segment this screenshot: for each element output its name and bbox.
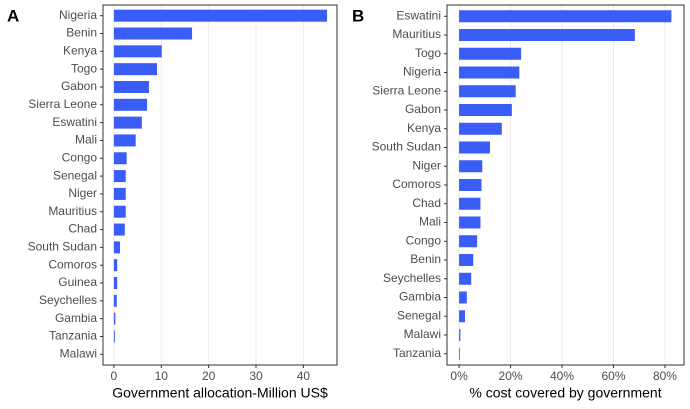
y-tick-label: Nigeria bbox=[59, 8, 97, 22]
bar bbox=[113, 80, 149, 93]
bar bbox=[459, 85, 516, 98]
bar bbox=[113, 187, 126, 200]
bar bbox=[459, 254, 474, 266]
bar bbox=[113, 152, 127, 165]
y-tick-label: Togo bbox=[415, 46, 441, 60]
y-tick-label: Kenya bbox=[407, 121, 441, 135]
bar bbox=[459, 310, 466, 323]
y-tick-label: Sierra Leone bbox=[372, 83, 441, 97]
y-tick-label: Congo bbox=[406, 233, 442, 247]
bar bbox=[113, 205, 126, 218]
bar bbox=[113, 259, 118, 272]
y-tick-label: Eswatini bbox=[52, 115, 97, 129]
bar bbox=[459, 66, 520, 79]
bar bbox=[113, 312, 116, 325]
bar bbox=[113, 63, 157, 76]
y-tick-label: Senegal bbox=[397, 308, 441, 322]
panel-border bbox=[446, 4, 685, 366]
panel-label: A bbox=[7, 6, 19, 25]
x-tick-label: 30 bbox=[249, 369, 263, 383]
x-tick-label: 20% bbox=[499, 369, 523, 383]
y-tick-label: Malawi bbox=[404, 327, 441, 341]
bar bbox=[459, 10, 672, 23]
bar bbox=[459, 104, 512, 116]
x-tick-label: 60% bbox=[601, 369, 625, 383]
y-tick-label: Togo bbox=[71, 61, 97, 75]
bar bbox=[113, 241, 121, 254]
y-tick-label: Sierra Leone bbox=[28, 97, 97, 111]
x-axis-title: % cost covered by government bbox=[469, 385, 661, 401]
bar bbox=[459, 329, 461, 341]
y-tick-label: Mauritius bbox=[48, 204, 97, 218]
bar bbox=[113, 277, 118, 290]
y-tick-label: Mali bbox=[75, 133, 97, 147]
bar bbox=[459, 141, 490, 154]
bar bbox=[113, 9, 328, 22]
x-tick-label: 0% bbox=[450, 369, 468, 383]
y-tick-label: Eswatini bbox=[396, 8, 441, 22]
bar bbox=[113, 134, 136, 147]
y-tick-label: Niger bbox=[68, 186, 97, 200]
y-tick-label: Gambia bbox=[399, 290, 441, 304]
bar bbox=[113, 27, 193, 40]
y-tick-label: Seychelles bbox=[383, 271, 441, 285]
x-tick-label: 40% bbox=[550, 369, 574, 383]
bar bbox=[113, 116, 142, 129]
bar bbox=[459, 160, 483, 173]
y-tick-label: Chad bbox=[412, 196, 441, 210]
x-tick-label: 40 bbox=[297, 369, 311, 383]
bar bbox=[459, 179, 482, 191]
bar bbox=[459, 272, 472, 285]
y-tick-label: Gabon bbox=[61, 79, 97, 93]
y-tick-label: Malawi bbox=[60, 346, 97, 360]
bar bbox=[113, 45, 162, 58]
y-tick-label: Comoros bbox=[392, 177, 441, 191]
y-tick-label: Congo bbox=[62, 150, 98, 164]
bar bbox=[459, 47, 522, 60]
y-tick-label: Benin bbox=[66, 26, 97, 40]
panel-border bbox=[102, 4, 338, 366]
y-tick-label: Gabon bbox=[405, 102, 441, 116]
y-tick-label: Mali bbox=[419, 215, 441, 229]
y-tick-label: Kenya bbox=[63, 44, 97, 58]
panel-label: B bbox=[352, 6, 364, 25]
bar bbox=[459, 122, 502, 135]
bar bbox=[113, 330, 115, 343]
y-tick-label: Senegal bbox=[53, 168, 97, 182]
bar bbox=[459, 29, 635, 41]
y-tick-label: Tanzania bbox=[49, 329, 97, 343]
bar bbox=[459, 235, 478, 248]
y-tick-label: Chad bbox=[68, 222, 97, 236]
y-tick-label: South Sudan bbox=[28, 240, 97, 254]
bar bbox=[113, 294, 117, 307]
y-tick-label: Benin bbox=[410, 252, 441, 266]
y-tick-label: Guinea bbox=[58, 275, 97, 289]
bar bbox=[113, 98, 148, 111]
y-tick-label: Tanzania bbox=[393, 346, 441, 360]
bar bbox=[459, 347, 460, 360]
x-tick-label: 80% bbox=[653, 369, 677, 383]
bar bbox=[113, 170, 126, 183]
bar bbox=[459, 291, 467, 304]
bar bbox=[113, 223, 125, 236]
y-tick-label: Niger bbox=[412, 158, 441, 172]
y-tick-label: Seychelles bbox=[39, 293, 97, 307]
x-tick-label: 0 bbox=[111, 369, 118, 383]
x-axis-title: Government allocation-Million US$ bbox=[112, 385, 328, 401]
x-tick-label: 10 bbox=[155, 369, 169, 383]
y-tick-label: South Sudan bbox=[372, 140, 441, 154]
bar bbox=[459, 197, 481, 210]
y-tick-label: Comoros bbox=[48, 257, 97, 271]
y-tick-label: Gambia bbox=[55, 311, 97, 325]
y-tick-label: Nigeria bbox=[403, 65, 441, 79]
bar bbox=[459, 216, 481, 229]
y-tick-label: Mauritius bbox=[392, 27, 441, 41]
x-tick-label: 20 bbox=[202, 369, 216, 383]
